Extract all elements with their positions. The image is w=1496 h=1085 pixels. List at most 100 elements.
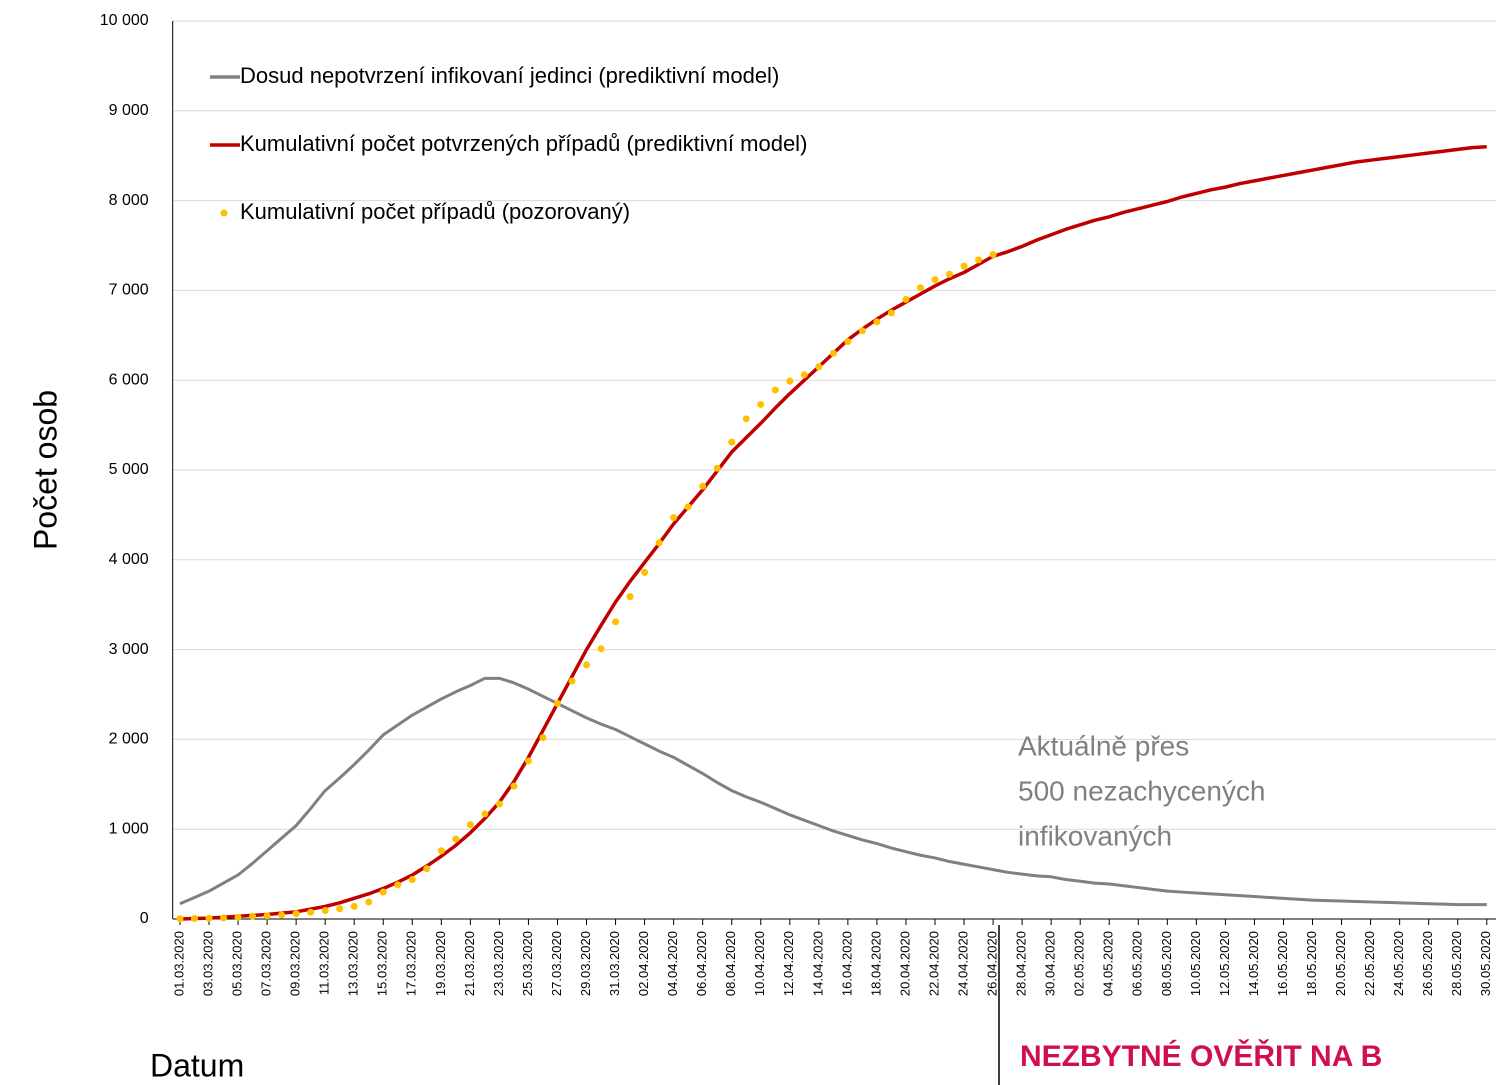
data-point xyxy=(771,386,779,394)
x-tick-label: 14.05.2020 xyxy=(1246,931,1261,996)
x-tick-label: 22.05.2020 xyxy=(1362,931,1377,996)
data-point xyxy=(437,847,445,855)
legend-label: Dosud nepotvrzení infikovaní jedinci (pr… xyxy=(240,63,779,88)
y-tick-label: 0 xyxy=(140,910,149,927)
data-point xyxy=(655,539,663,547)
x-tick-label: 04.04.2020 xyxy=(665,931,680,996)
data-point xyxy=(713,464,721,472)
data-point xyxy=(263,912,271,920)
data-point xyxy=(670,514,678,522)
data-point xyxy=(176,915,184,923)
x-tick-label: 16.04.2020 xyxy=(839,931,854,996)
data-point xyxy=(829,349,837,357)
annotation: infikovaných xyxy=(1018,820,1172,851)
x-tick-label: 26.04.2020 xyxy=(985,931,1000,996)
x-tick-label: 14.04.2020 xyxy=(810,931,825,996)
data-point xyxy=(220,914,228,922)
x-tick-label: 18.05.2020 xyxy=(1304,931,1319,996)
data-point xyxy=(684,503,692,511)
x-tick-label: 07.03.2020 xyxy=(259,931,274,996)
data-point xyxy=(641,568,649,576)
x-tick-label: 16.05.2020 xyxy=(1275,931,1290,996)
x-tick-label: 27.03.2020 xyxy=(549,931,564,996)
x-tick-label: 11.03.2020 xyxy=(317,931,332,995)
annotation: Aktuálně přes xyxy=(1018,730,1189,761)
x-tick-label: 28.05.2020 xyxy=(1449,931,1464,996)
data-point xyxy=(452,835,460,843)
data-point xyxy=(510,782,518,790)
y-tick-label: 5 000 xyxy=(109,461,149,478)
data-point xyxy=(960,262,968,270)
legend-label: Kumulativní počet případů (pozorovaný) xyxy=(240,199,630,224)
data-point xyxy=(553,699,561,707)
x-tick-label: 04.05.2020 xyxy=(1101,931,1116,996)
data-point xyxy=(931,276,939,284)
y-tick-label: 6 000 xyxy=(109,371,149,388)
data-point xyxy=(466,821,474,829)
x-tick-label: 15.03.2020 xyxy=(375,931,390,996)
x-tick-label: 22.04.2020 xyxy=(926,931,941,996)
data-point xyxy=(408,875,416,883)
data-point xyxy=(568,677,576,685)
data-point xyxy=(612,618,620,626)
data-point xyxy=(989,250,997,258)
data-point xyxy=(902,295,910,303)
x-tick-label: 23.03.2020 xyxy=(491,931,506,996)
data-point xyxy=(423,865,431,873)
x-tick-label: 31.03.2020 xyxy=(607,931,622,996)
series-line xyxy=(179,676,1487,907)
data-point xyxy=(524,757,532,765)
data-point xyxy=(800,371,808,379)
legend-marker xyxy=(220,209,228,217)
x-tick-label: 26.05.2020 xyxy=(1420,931,1435,996)
x-tick-label: 19.03.2020 xyxy=(433,931,448,996)
x-tick-label: 29.03.2020 xyxy=(578,931,593,996)
data-point xyxy=(321,906,329,914)
data-point xyxy=(583,661,591,669)
x-tick-label: 20.05.2020 xyxy=(1333,931,1348,996)
x-tick-label: 09.03.2020 xyxy=(288,931,303,996)
x-tick-label: 02.05.2020 xyxy=(1072,931,1087,996)
y-axis-label: Počet osob xyxy=(27,390,63,550)
y-tick-label: 1 000 xyxy=(109,820,149,837)
data-point xyxy=(307,908,315,916)
x-tick-label: 06.04.2020 xyxy=(694,931,709,996)
annotation: 500 nezachycených xyxy=(1018,775,1266,806)
series-line xyxy=(179,144,1487,921)
data-point xyxy=(757,400,765,408)
data-point xyxy=(916,284,924,292)
data-point xyxy=(292,910,300,918)
data-point xyxy=(205,914,213,922)
data-point xyxy=(394,881,402,889)
data-point xyxy=(786,377,794,385)
data-point xyxy=(278,911,286,919)
data-point xyxy=(946,270,954,278)
data-point xyxy=(887,309,895,317)
x-tick-label: 30.04.2020 xyxy=(1043,931,1058,996)
data-point xyxy=(539,734,547,742)
x-tick-label: 03.03.2020 xyxy=(200,931,215,996)
data-point xyxy=(336,905,344,913)
data-point xyxy=(249,912,257,920)
x-tick-label: 10.04.2020 xyxy=(752,931,767,996)
data-point xyxy=(190,915,198,923)
data-point xyxy=(481,810,489,818)
data-point xyxy=(379,888,387,896)
y-tick-label: 10 000 xyxy=(100,12,149,29)
data-point xyxy=(495,800,503,808)
data-point xyxy=(234,913,242,921)
data-point xyxy=(597,645,605,653)
x-tick-label: 25.03.2020 xyxy=(520,931,535,996)
data-point xyxy=(975,256,983,264)
x-tick-label: 08.05.2020 xyxy=(1159,931,1174,996)
x-axis-label: Datum xyxy=(150,1047,244,1083)
y-tick-label: 7 000 xyxy=(109,282,149,299)
x-tick-label: 08.04.2020 xyxy=(723,931,738,996)
data-point xyxy=(873,318,881,326)
x-tick-label: 01.03.2020 xyxy=(171,931,186,996)
x-tick-label: 28.04.2020 xyxy=(1014,931,1029,996)
x-tick-label: 24.05.2020 xyxy=(1391,931,1406,996)
data-point xyxy=(728,438,736,446)
